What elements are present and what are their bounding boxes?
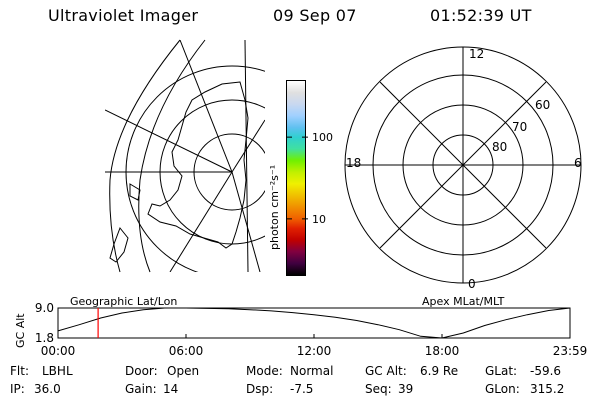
mlt-label-0: 0 xyxy=(468,277,476,291)
apex-diagonal-line xyxy=(379,81,547,249)
filter-label: Flt: xyxy=(10,364,29,378)
date-label: 09 Sep 07 xyxy=(273,6,357,25)
glat-value: -59.6 xyxy=(530,364,562,378)
x-tick-label: 23:59 xyxy=(553,344,588,358)
x-tick-label: 00:00 xyxy=(41,344,76,358)
dsp-label: Dsp: xyxy=(246,382,274,396)
seq-value: 39 xyxy=(398,382,414,396)
ip-value: 36.0 xyxy=(34,382,61,396)
y-tick-label: 1.8 xyxy=(35,331,54,345)
colorbar-tick-label: 10 xyxy=(312,213,326,226)
mlat-label-70: 70 xyxy=(512,120,528,134)
gain-value: 14 xyxy=(163,382,179,396)
mlat-label-60: 60 xyxy=(535,98,551,112)
colorbar-unit-label: photon cm⁻²s⁻¹ xyxy=(268,164,281,250)
apex-polar-grid xyxy=(344,46,582,284)
mode-label: Mode: xyxy=(246,364,283,378)
mlt-label-6: 6 xyxy=(574,156,582,170)
orbit-altitude-chart: 00:00 06:00 12:00 18:00 23:59 9.0 1.8 xyxy=(35,301,588,358)
x-tick-label: 06:00 xyxy=(169,344,204,358)
geographic-panel-label: Geographic Lat/Lon xyxy=(70,295,178,308)
filter-value: LBHL xyxy=(42,364,73,378)
door-label: Door: xyxy=(125,364,158,378)
x-axis: 00:00 06:00 12:00 18:00 23:59 xyxy=(41,334,588,358)
gain-label: Gain: xyxy=(125,382,157,396)
glat-label: GLat: xyxy=(485,364,518,378)
geo-map-edge xyxy=(244,39,249,273)
glon-label: GLon: xyxy=(485,382,520,396)
time-label: 01:52:39 UT xyxy=(430,6,532,25)
mode-value: Normal xyxy=(290,364,334,378)
ip-label: IP: xyxy=(10,382,25,396)
geo-meridian xyxy=(231,119,265,173)
geo-map-edge xyxy=(138,39,206,273)
geo-meridian xyxy=(231,171,261,272)
geo-meridian xyxy=(179,40,233,173)
geo-map-edge xyxy=(109,39,181,273)
instrument-title: Ultraviolet Imager xyxy=(48,6,199,25)
coastline-island xyxy=(109,227,129,263)
y-axis: 9.0 1.8 xyxy=(35,301,54,345)
mlt-label-18: 18 xyxy=(346,156,362,170)
colorbar xyxy=(286,80,306,276)
geo-meridian xyxy=(169,171,233,272)
door-value: Open xyxy=(167,364,200,378)
seq-label: Seq: xyxy=(365,382,392,396)
gc-alt-label: GC Alt: xyxy=(365,364,407,378)
x-tick-label: 18:00 xyxy=(425,344,460,358)
series-layer xyxy=(57,307,571,339)
glon-value: 315.2 xyxy=(530,382,565,396)
y-axis-label: GC Alt xyxy=(14,313,27,348)
altitude-series-line xyxy=(57,307,571,339)
mlat-label-80: 80 xyxy=(492,140,508,154)
gc-alt-value: 6.9 Re xyxy=(420,364,459,378)
mlt-label-12: 12 xyxy=(469,47,485,61)
apex-panel-label: Apex MLat/MLT xyxy=(422,295,505,308)
x-tick-label: 12:00 xyxy=(297,344,332,358)
geo-meridian xyxy=(105,109,233,173)
colorbar-ticks: 100 10 xyxy=(286,131,333,226)
y-tick-label: 9.0 xyxy=(35,301,54,315)
coastline-island xyxy=(129,183,141,201)
dsp-value: -7.5 xyxy=(290,382,314,396)
coastline xyxy=(147,81,249,249)
geographic-map xyxy=(105,40,265,272)
colorbar-tick-label: 100 xyxy=(312,131,333,144)
